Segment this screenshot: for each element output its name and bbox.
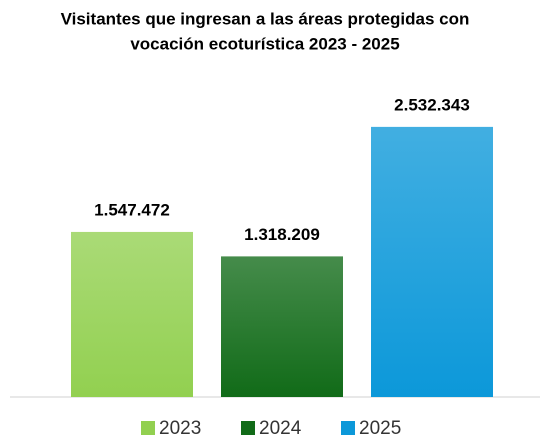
value-label: 1.318.209 [244, 225, 320, 244]
chart-title: Visitantes que ingresan a las áreas prot… [61, 9, 470, 28]
value-label: 2.532.343 [394, 95, 470, 114]
legend-swatch [241, 421, 255, 435]
legend-swatch [141, 421, 155, 435]
legend-label: 2025 [359, 418, 401, 439]
chart-title: vocación ecoturística 2023 - 2025 [130, 34, 399, 53]
bar [221, 256, 343, 397]
legend-label: 2024 [259, 418, 302, 439]
bar [371, 126, 493, 397]
legend-label: 2023 [159, 418, 201, 439]
legend-swatch [341, 421, 355, 435]
bar [71, 231, 193, 397]
value-label: 1.547.472 [94, 200, 170, 219]
